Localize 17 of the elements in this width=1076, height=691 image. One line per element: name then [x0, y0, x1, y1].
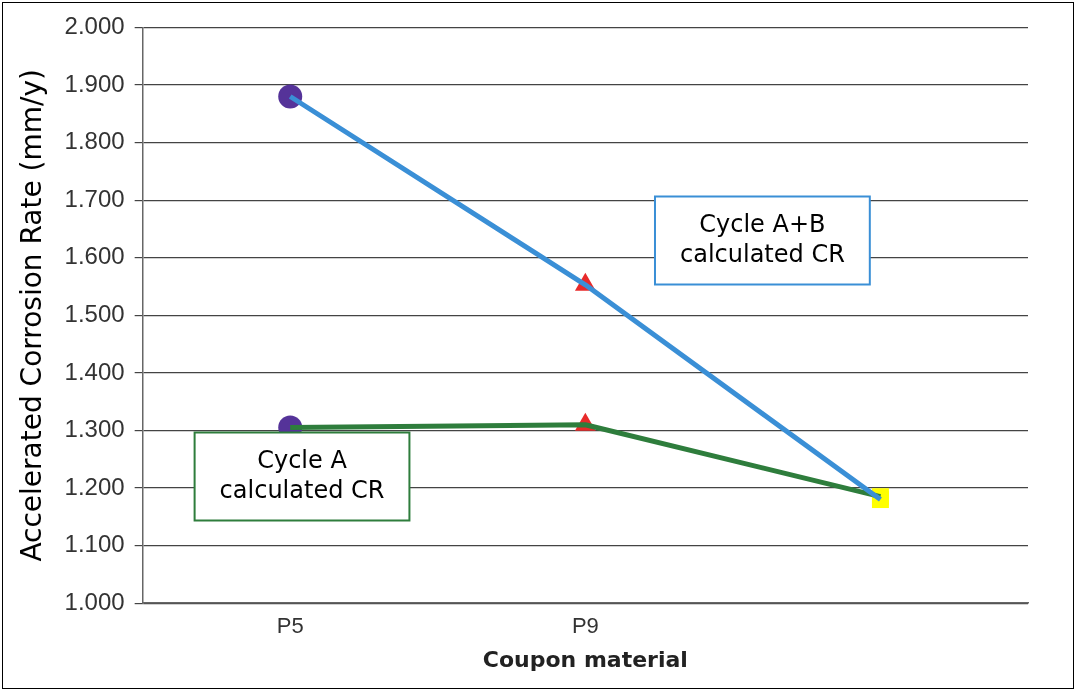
y-tick-label: 1.300	[64, 415, 125, 443]
y-tick-label: 1.600	[64, 242, 125, 270]
x-axis-title: Coupon material	[482, 646, 688, 672]
y-tick-label: 1.900	[64, 69, 125, 97]
y-tick-label: 1.700	[64, 184, 125, 212]
x-tick-label: P5	[276, 613, 304, 639]
y-tick-label: 1.000	[64, 587, 125, 615]
x-tick-label: P9	[571, 613, 599, 639]
y-axis-title: Accelerated Corrosion Rate (mm/y)	[15, 68, 49, 562]
text: Cycle A+B calculated CR	[679, 209, 845, 268]
y-tick-label: 1.100	[64, 530, 125, 558]
y-tick-label: 1.800	[64, 127, 125, 155]
y-tick-label: 1.200	[64, 472, 125, 500]
y-tick-label: 2.000	[64, 12, 125, 40]
y-tick-label: 1.400	[64, 357, 125, 385]
series-label: Cycle A calculated CR	[219, 445, 385, 504]
y-tick-label: 1.500	[64, 299, 125, 327]
